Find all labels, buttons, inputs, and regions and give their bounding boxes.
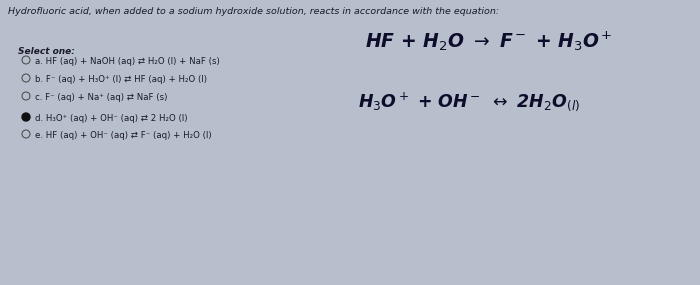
Text: c. F⁻ (aq) + Na⁺ (aq) ⇄ NaF (s): c. F⁻ (aq) + Na⁺ (aq) ⇄ NaF (s) [35,93,167,102]
Text: H$_3$O$^+$ + OH$^-$ $\leftrightarrow$ 2H$_2$O$_{(l)}$: H$_3$O$^+$ + OH$^-$ $\leftrightarrow$ 2H… [358,90,580,113]
Circle shape [22,113,30,121]
Text: e. HF (aq) + OH⁻ (aq) ⇄ F⁻ (aq) + H₂O (l): e. HF (aq) + OH⁻ (aq) ⇄ F⁻ (aq) + H₂O (l… [35,131,211,140]
Text: Select one:: Select one: [18,47,75,56]
Text: HF + H$_2$O $\rightarrow$ F$^-$ + H$_3$O$^+$: HF + H$_2$O $\rightarrow$ F$^-$ + H$_3$O… [365,30,612,53]
Text: b. F⁻ (aq) + H₃O⁺ (l) ⇄ HF (aq) + H₂O (l): b. F⁻ (aq) + H₃O⁺ (l) ⇄ HF (aq) + H₂O (l… [35,75,207,84]
Text: Hydrofluoric acid, when added to a sodium hydroxide solution, reacts in accordan: Hydrofluoric acid, when added to a sodiu… [8,7,499,16]
Text: a. HF (aq) + NaOH (aq) ⇄ H₂O (l) + NaF (s): a. HF (aq) + NaOH (aq) ⇄ H₂O (l) + NaF (… [35,57,220,66]
Text: d. H₃O⁺ (aq) + OH⁻ (aq) ⇄ 2 H₂O (l): d. H₃O⁺ (aq) + OH⁻ (aq) ⇄ 2 H₂O (l) [35,114,188,123]
